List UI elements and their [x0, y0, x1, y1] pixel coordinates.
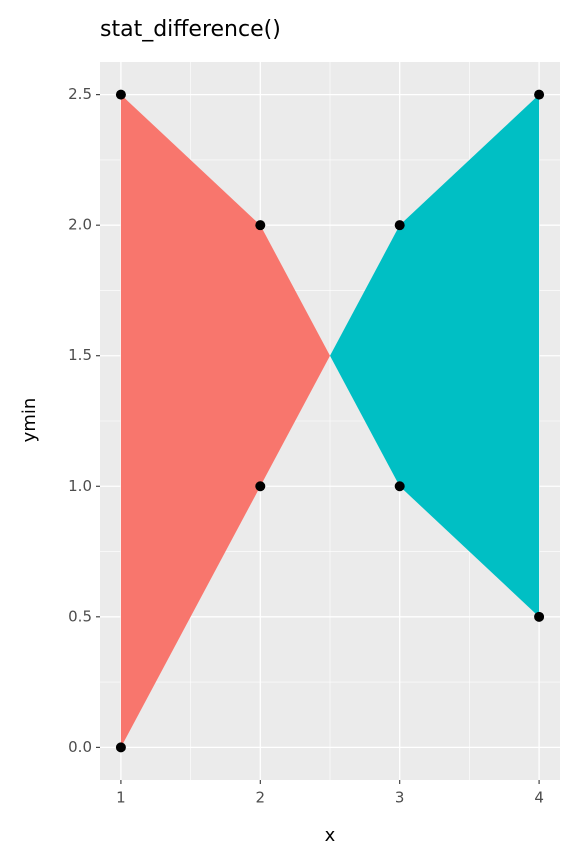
- point: [115, 89, 126, 100]
- difference-area: [120, 94, 330, 748]
- y-axis-title: ymin: [19, 398, 40, 443]
- x-tick-label: 3: [395, 789, 405, 807]
- y-tick-label: 1.0: [68, 477, 92, 495]
- difference-area: [330, 94, 540, 617]
- y-tick-label: 1.5: [68, 346, 92, 364]
- chart-title: stat_difference(): [100, 17, 281, 42]
- point: [534, 611, 545, 622]
- x-axis-title: x: [325, 825, 336, 846]
- y-tick-label: 2.0: [68, 216, 92, 234]
- x-tick-label: 4: [534, 789, 544, 807]
- point: [115, 742, 126, 753]
- point: [255, 220, 266, 231]
- x-tick-label: 1: [116, 789, 126, 807]
- point: [394, 481, 405, 492]
- point: [255, 481, 266, 492]
- y-tick-label: 0.0: [68, 738, 92, 756]
- point: [394, 220, 405, 231]
- point: [534, 89, 545, 100]
- x-tick-label: 2: [256, 789, 266, 807]
- y-tick-label: 2.5: [68, 85, 92, 103]
- y-tick-label: 0.5: [68, 607, 92, 625]
